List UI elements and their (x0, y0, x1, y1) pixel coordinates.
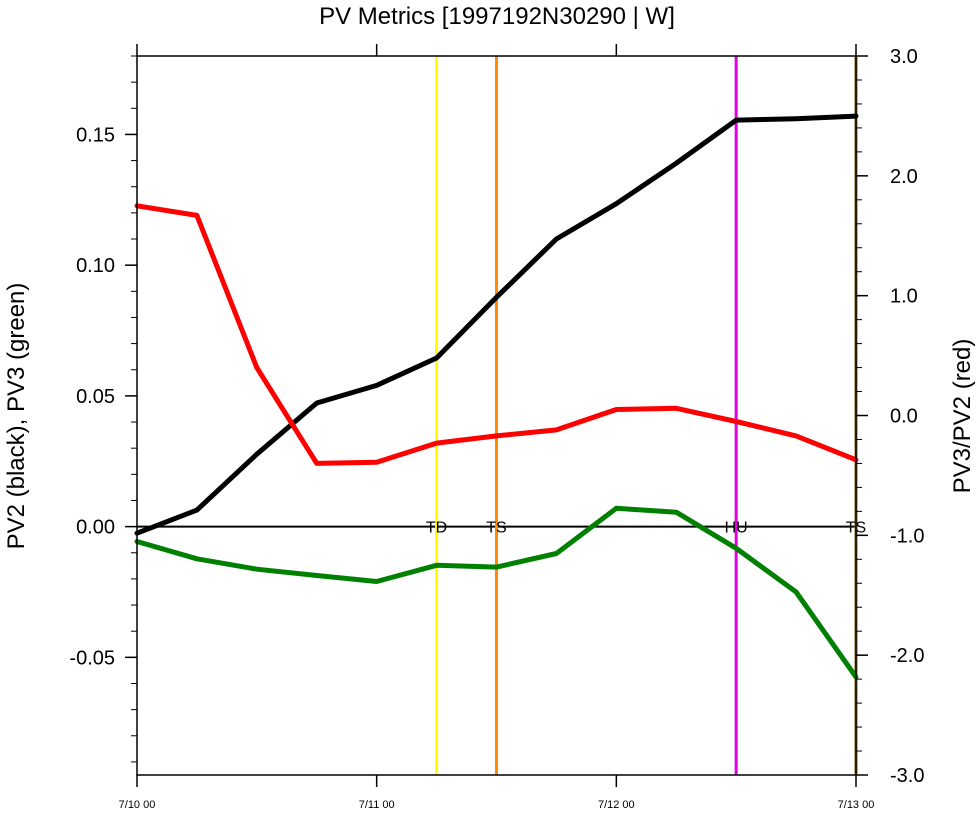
event-label-td-0: TD (426, 520, 447, 537)
labels-layer: TD TS HU TS -0.05 0.00 0.05 0.10 0.15 -3.0 -2.0 -1.… (69, 46, 924, 811)
y-right-tick-label-2: -1.0 (890, 525, 924, 547)
y-right-tick-label-0: -3.0 (890, 765, 924, 787)
event-label-hu-2: HU (725, 520, 748, 537)
x-tick-label-2: 7/12 00 (598, 799, 635, 811)
series-layer (134, 113, 859, 680)
y-right-tick-label-3: 0.0 (890, 406, 918, 428)
y-left-tick-label-0: -0.05 (69, 647, 115, 669)
y-axis-left-label: PV2 (black), PV3 (green) (3, 283, 30, 550)
event-label-ts-3: TS (846, 520, 866, 537)
chart-title: PV Metrics [1997192N30290 | W] (319, 3, 675, 30)
x-tick-label-3: 7/13 00 (838, 799, 875, 811)
axes-layer (125, 44, 868, 787)
x-tick-label-1: 7/11 00 (359, 799, 395, 811)
y-right-tick-label-5: 2.0 (890, 166, 918, 188)
y-left-tick-label-4: 0.15 (76, 124, 115, 146)
y-right-tick-label-6: 3.0 (890, 46, 918, 68)
event-lines-layer (435, 56, 858, 775)
y-left-tick-label-2: 0.05 (76, 386, 115, 408)
y-left-tick-label-3: 0.10 (76, 255, 115, 277)
event-label-ts-1: TS (486, 520, 506, 537)
y-left-tick-label-1: 0.00 (76, 517, 115, 539)
x-tick-label-0: 7/10 00 (119, 799, 156, 811)
y-right-tick-label-4: 1.0 (890, 286, 918, 308)
y-right-tick-label-1: -2.0 (890, 645, 924, 667)
y-axis-right-label: PV3/PV2 (red) (949, 339, 976, 494)
